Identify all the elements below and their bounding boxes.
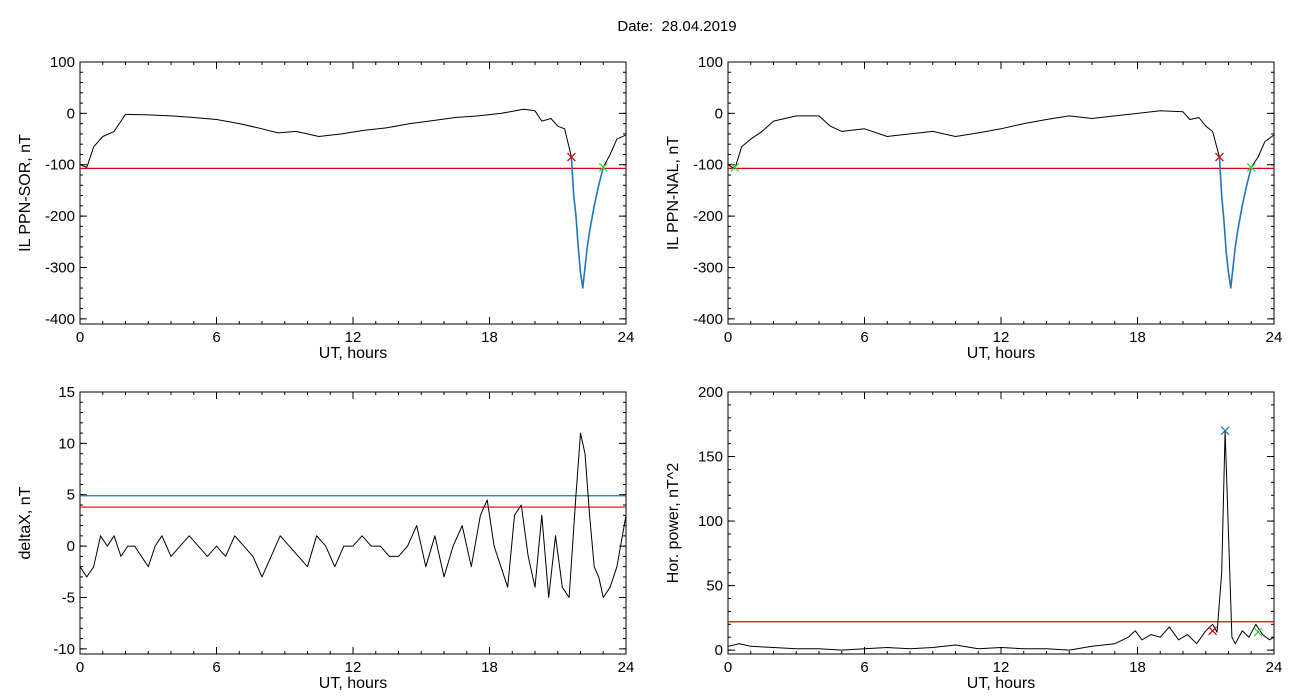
- y-tick-label: 100: [698, 513, 723, 530]
- y-tick-label: 100: [50, 54, 75, 71]
- x-tick-label: 6: [212, 329, 220, 346]
- x-tick-label: 6: [860, 329, 868, 346]
- y-axis-title: Hor. power, nT^2: [665, 463, 682, 584]
- y-tick-label: 5: [67, 487, 75, 504]
- panel-ppn-nal: 0 6 12 18 24 100 0 -100 -200 -300 -400 UT, hours IL …: [665, 54, 1282, 362]
- x-tick-label: 0: [724, 329, 732, 346]
- event-marker: [730, 162, 740, 172]
- y-tick-label: -300: [45, 259, 75, 276]
- y-tick-label: -10: [53, 641, 75, 658]
- y-tick-label: -200: [45, 208, 75, 225]
- marker-stroke: [1220, 426, 1230, 436]
- y-tick-label: -100: [693, 157, 723, 174]
- x-tick-label: 6: [860, 659, 868, 676]
- series-line: [727, 110, 1220, 170]
- x-tick-label: 12: [993, 329, 1010, 346]
- y-axis-title: IL PPN-SOR, nT: [17, 134, 34, 252]
- page-title: Date: 28.04.2019: [617, 18, 737, 35]
- event-marker: [1246, 162, 1256, 172]
- x-tick-label: 6: [212, 659, 220, 676]
- x-tick-label: 24: [1266, 659, 1283, 676]
- x-tick-label: 18: [1129, 659, 1146, 676]
- y-tick-label: -400: [45, 311, 75, 328]
- x-tick-label: 18: [481, 329, 498, 346]
- panel-ppn-sor: 0 6 12 18 24 100 0 -100 -200 -300 -400 UT, hours IL …: [17, 54, 634, 362]
- series-line: [1218, 156, 1253, 289]
- event-marker: [1214, 152, 1224, 162]
- event-marker: [598, 162, 608, 172]
- x-axis-title: UT, hours: [967, 675, 1035, 692]
- y-tick-label: -5: [62, 589, 75, 606]
- x-tick-label: 12: [345, 659, 362, 676]
- y-tick-label: 100: [698, 54, 723, 71]
- series-line: [79, 108, 572, 168]
- x-axis-title: UT, hours: [967, 345, 1035, 362]
- y-axis-title: IL PPN-NAL, nT: [665, 136, 682, 250]
- x-tick-label: 24: [618, 659, 635, 676]
- plot-frame: [727, 61, 1275, 325]
- series-line: [570, 156, 605, 289]
- y-tick-label: 150: [698, 449, 723, 466]
- event-marker: [1253, 627, 1263, 637]
- x-axis-title: UT, hours: [319, 675, 387, 692]
- y-tick-label: 200: [698, 384, 723, 401]
- y-tick-label: -100: [45, 157, 75, 174]
- x-tick-label: 0: [724, 659, 732, 676]
- x-tick-label: 0: [76, 329, 84, 346]
- y-tick-label: -400: [693, 311, 723, 328]
- x-tick-label: 24: [618, 329, 635, 346]
- y-tick-label: 0: [715, 642, 723, 659]
- y-tick-label: 0: [67, 105, 75, 122]
- y-tick-label: -300: [693, 259, 723, 276]
- event-marker: [566, 152, 576, 162]
- series-line: [602, 134, 627, 168]
- marker-stroke: [1214, 152, 1224, 162]
- y-tick-label: -200: [693, 208, 723, 225]
- event-marker: [1220, 426, 1230, 436]
- y-tick-label: 0: [67, 538, 75, 555]
- marker-stroke: [598, 162, 608, 172]
- y-tick-label: 0: [715, 105, 723, 122]
- series-line: [727, 430, 1275, 651]
- series-line: [1250, 134, 1275, 168]
- y-tick-label: 15: [58, 384, 75, 401]
- event-marker: [1208, 626, 1217, 636]
- marker-stroke: [730, 162, 740, 172]
- marker-stroke: [1208, 626, 1217, 636]
- marker-stroke: [566, 152, 576, 162]
- plot-frame: [727, 391, 1275, 655]
- y-axis-title: deltaX, nT: [17, 486, 34, 559]
- x-tick-label: 18: [481, 659, 498, 676]
- y-tick-label: 50: [706, 578, 723, 595]
- marker-stroke: [1253, 627, 1263, 637]
- x-axis-title: UT, hours: [319, 345, 387, 362]
- x-tick-label: 18: [1129, 329, 1146, 346]
- series-line: [79, 432, 627, 598]
- y-tick-label: 10: [58, 435, 75, 452]
- panel-hor-power: 0 6 12 18 24 200 150 100 50 0 UT, hours Hor. power,…: [665, 384, 1282, 692]
- marker-stroke: [1246, 162, 1256, 172]
- plot-frame: [79, 391, 627, 655]
- plot-frame: [79, 61, 627, 325]
- x-tick-label: 12: [993, 659, 1010, 676]
- x-tick-label: 12: [345, 329, 362, 346]
- x-tick-label: 24: [1266, 329, 1283, 346]
- panel-deltax: 0 6 12 18 24 15 10 5 0 -5 -10 UT, hours deltaX, nT: [17, 384, 634, 692]
- x-tick-label: 0: [76, 659, 84, 676]
